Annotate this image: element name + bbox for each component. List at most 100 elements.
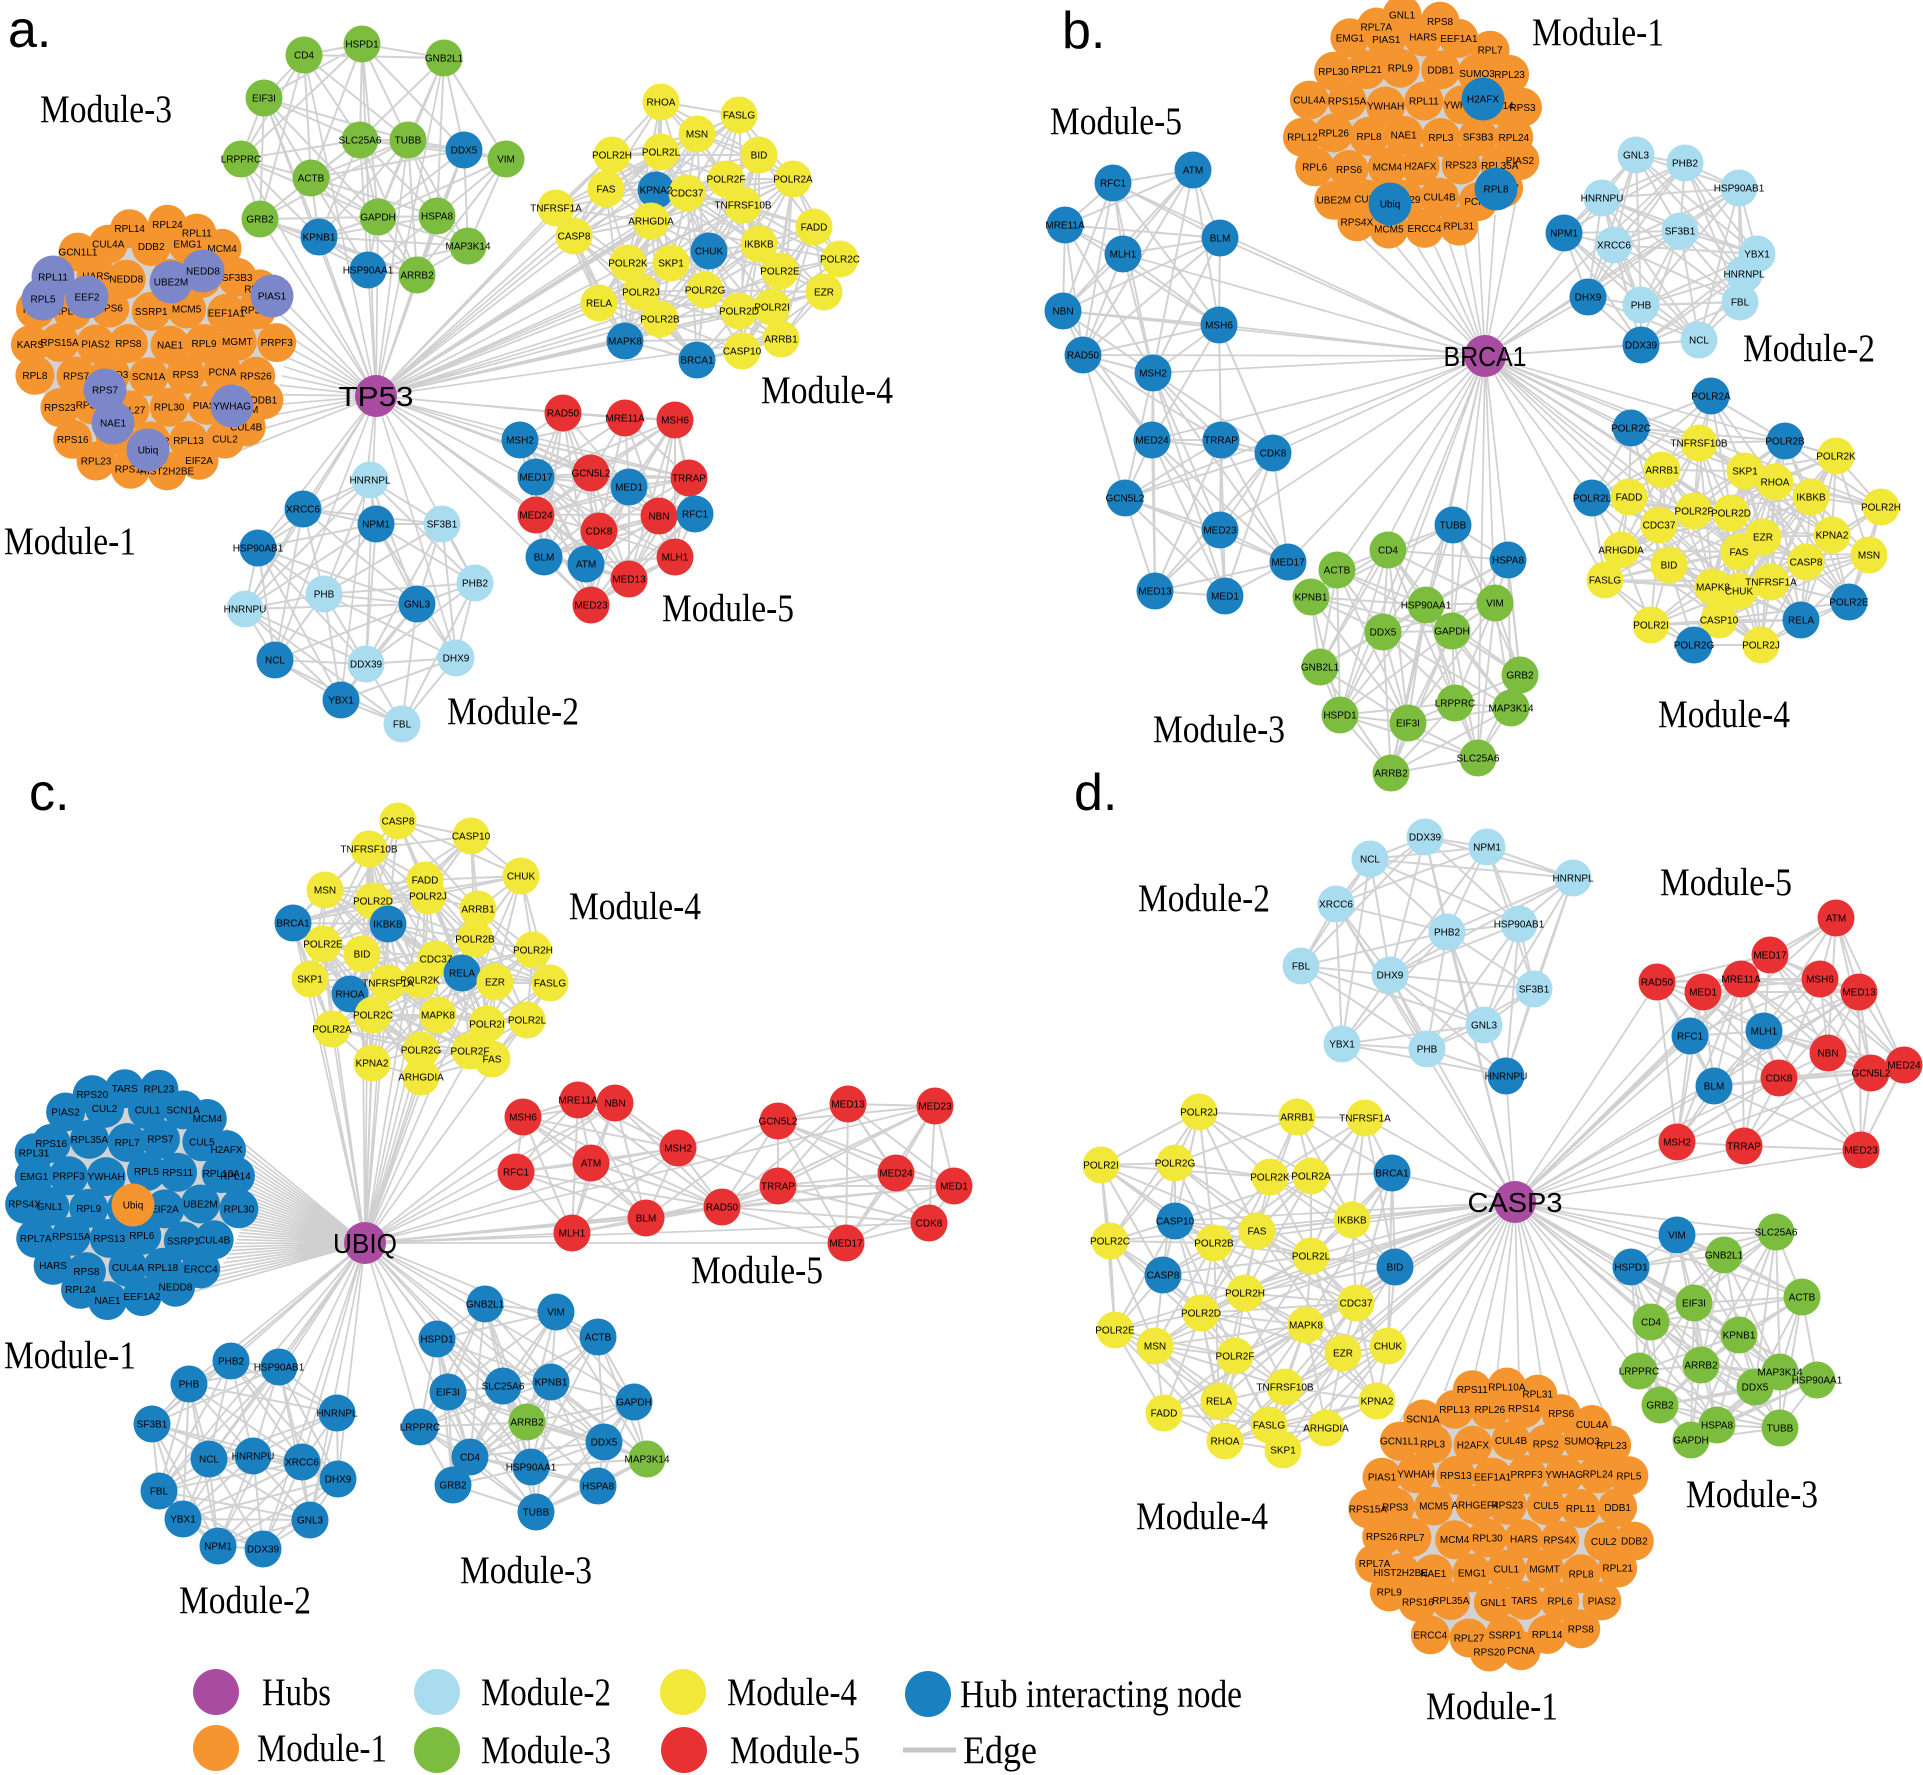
svg-text:POLR2H: POLR2H xyxy=(592,151,632,162)
svg-text:CUL1: CUL1 xyxy=(135,1105,161,1116)
svg-text:RPL30: RPL30 xyxy=(1318,67,1349,78)
svg-text:HSPA8: HSPA8 xyxy=(582,1482,614,1493)
svg-text:POLR2F: POLR2F xyxy=(1216,1352,1255,1363)
svg-text:POLR2L: POLR2L xyxy=(1573,494,1612,505)
svg-text:NBN: NBN xyxy=(604,1099,625,1110)
svg-text:NCL: NCL xyxy=(1360,855,1380,866)
svg-text:Ubiq: Ubiq xyxy=(1380,200,1401,211)
svg-text:H2AFX: H2AFX xyxy=(1457,1441,1490,1452)
svg-text:HSP90AB1: HSP90AB1 xyxy=(1714,184,1765,195)
svg-text:d.: d. xyxy=(1074,764,1117,822)
svg-text:POLR2A: POLR2A xyxy=(773,175,813,186)
svg-text:POLR2K: POLR2K xyxy=(1816,452,1856,463)
svg-text:RPL21: RPL21 xyxy=(1351,65,1382,76)
svg-text:NCL: NCL xyxy=(1689,336,1709,347)
svg-text:HNRNPU: HNRNPU xyxy=(1485,1072,1528,1083)
svg-text:a.: a. xyxy=(8,1,51,59)
svg-text:HNRNPU: HNRNPU xyxy=(1581,194,1624,205)
svg-text:Module-2: Module-2 xyxy=(1138,877,1270,920)
svg-text:RPS11: RPS11 xyxy=(162,1168,193,1179)
svg-text:RPL8: RPL8 xyxy=(1483,185,1508,196)
svg-text:MSH6: MSH6 xyxy=(509,1113,537,1124)
svg-text:HSPA8: HSPA8 xyxy=(1701,1421,1733,1432)
svg-text:FADD: FADD xyxy=(1151,1409,1178,1420)
svg-text:NAE1: NAE1 xyxy=(157,341,184,352)
svg-text:RPS23: RPS23 xyxy=(1445,161,1477,172)
svg-text:MRE11A: MRE11A xyxy=(605,414,645,425)
svg-text:HSP90AA1: HSP90AA1 xyxy=(1792,1376,1843,1387)
svg-text:HSPD1: HSPD1 xyxy=(420,1335,454,1346)
svg-text:RPL6: RPL6 xyxy=(1302,162,1327,173)
svg-text:MCM4: MCM4 xyxy=(193,1114,223,1125)
svg-text:YWHAG: YWHAG xyxy=(213,402,251,413)
svg-text:SLC25A6: SLC25A6 xyxy=(482,1382,525,1393)
svg-text:RPS16: RPS16 xyxy=(1402,1598,1434,1609)
svg-text:POLR2I: POLR2I xyxy=(754,303,790,314)
svg-text:HIST2H2BE: HIST2H2BE xyxy=(1373,1568,1428,1579)
svg-text:PCNA: PCNA xyxy=(1507,1646,1535,1657)
svg-text:TNFRSF1A: TNFRSF1A xyxy=(362,979,414,990)
svg-text:RPL18: RPL18 xyxy=(148,1263,179,1274)
svg-text:Module-3: Module-3 xyxy=(40,88,172,131)
svg-text:CD4: CD4 xyxy=(460,1453,480,1464)
svg-text:RPS23: RPS23 xyxy=(44,403,76,414)
svg-text:CUL4B: CUL4B xyxy=(1495,1436,1528,1447)
svg-text:FAS: FAS xyxy=(1730,548,1749,559)
svg-text:RPL31: RPL31 xyxy=(1444,222,1475,233)
svg-text:HNRNPL: HNRNPL xyxy=(1552,874,1594,885)
svg-text:GCN1L1: GCN1L1 xyxy=(1380,1437,1419,1448)
svg-text:GRB2: GRB2 xyxy=(439,1481,467,1492)
svg-text:ATM: ATM xyxy=(1826,914,1846,925)
svg-text:POLR2C: POLR2C xyxy=(353,1011,393,1022)
svg-text:EMG1: EMG1 xyxy=(20,1172,49,1183)
svg-text:RPL7: RPL7 xyxy=(115,1138,140,1149)
svg-text:MLH1: MLH1 xyxy=(662,553,689,564)
svg-text:NCL: NCL xyxy=(199,1455,219,1466)
svg-text:PIAS1: PIAS1 xyxy=(193,401,222,412)
svg-text:IKBKB: IKBKB xyxy=(744,240,774,251)
svg-text:GCN1L1: GCN1L1 xyxy=(59,248,98,259)
svg-text:POLR2G: POLR2G xyxy=(685,286,726,297)
svg-text:ARRB2: ARRB2 xyxy=(1374,769,1408,780)
svg-text:RPS4X: RPS4X xyxy=(1341,217,1374,228)
svg-text:MAPK8: MAPK8 xyxy=(608,337,642,348)
svg-text:GNB2L1: GNB2L1 xyxy=(1301,663,1340,674)
svg-text:ARHGDIA: ARHGDIA xyxy=(398,1073,444,1084)
svg-text:DHX9: DHX9 xyxy=(325,1475,352,1486)
svg-text:POLR2J: POLR2J xyxy=(622,288,660,299)
svg-text:ARHGDIA: ARHGDIA xyxy=(1598,546,1644,557)
svg-text:SCN1A: SCN1A xyxy=(167,1105,201,1116)
svg-text:GAPDH: GAPDH xyxy=(360,213,396,224)
svg-text:SF3B3: SF3B3 xyxy=(222,273,253,284)
svg-text:ARRB2: ARRB2 xyxy=(400,271,434,282)
svg-text:MLH1: MLH1 xyxy=(559,1229,586,1240)
svg-text:PIAS1: PIAS1 xyxy=(1368,1473,1397,1484)
svg-text:SSRP1: SSRP1 xyxy=(1489,1631,1522,1642)
svg-text:UBE2M: UBE2M xyxy=(154,278,188,289)
svg-text:POLR2G: POLR2G xyxy=(1155,1159,1196,1170)
svg-text:DHX9: DHX9 xyxy=(1377,971,1404,982)
svg-text:EMG1: EMG1 xyxy=(1458,1568,1487,1579)
svg-text:VIM: VIM xyxy=(1668,1231,1686,1242)
svg-text:GCN5L2: GCN5L2 xyxy=(1106,494,1145,505)
svg-text:MAP3K14: MAP3K14 xyxy=(445,242,490,253)
svg-text:RPL7A: RPL7A xyxy=(1361,23,1393,34)
svg-text:CASP3: CASP3 xyxy=(1468,1187,1563,1218)
svg-text:RPS4X: RPS4X xyxy=(8,1200,41,1211)
svg-text:DDX39: DDX39 xyxy=(350,660,383,671)
svg-text:GNL3: GNL3 xyxy=(1471,1021,1498,1032)
svg-text:Module-5: Module-5 xyxy=(662,587,794,630)
svg-text:Hubs: Hubs xyxy=(262,1671,331,1714)
svg-text:RPL35A: RPL35A xyxy=(1481,161,1519,172)
svg-text:HSPA8: HSPA8 xyxy=(421,212,453,223)
svg-text:KPNB1: KPNB1 xyxy=(1295,593,1328,604)
svg-text:SF3B1: SF3B1 xyxy=(427,520,458,531)
svg-text:ARHGDIA: ARHGDIA xyxy=(1303,1424,1349,1435)
svg-text:Module-2: Module-2 xyxy=(447,690,579,733)
svg-text:Module-2: Module-2 xyxy=(1743,327,1875,370)
svg-text:RPS11: RPS11 xyxy=(1457,1385,1488,1396)
svg-text:MCM4: MCM4 xyxy=(1440,1535,1470,1546)
svg-text:PIAS2: PIAS2 xyxy=(51,1108,80,1119)
svg-text:POLR2H: POLR2H xyxy=(513,946,553,957)
svg-text:GRB2: GRB2 xyxy=(1506,671,1534,682)
